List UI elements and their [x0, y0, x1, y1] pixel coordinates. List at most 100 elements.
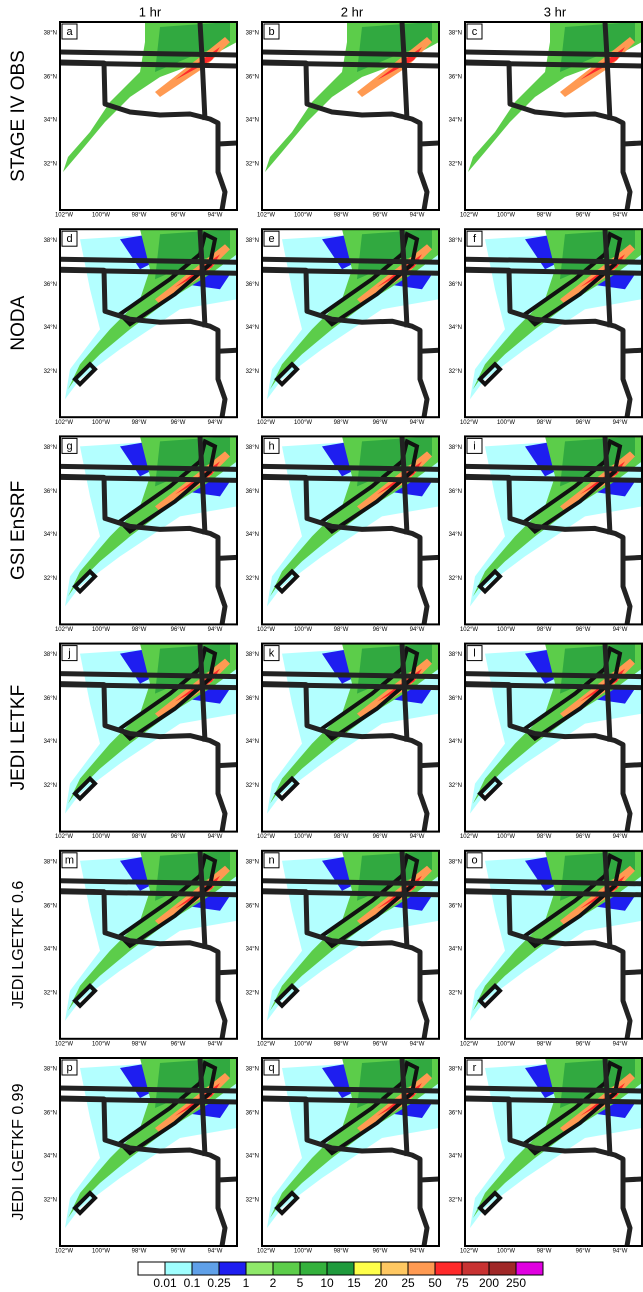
state-border [464, 474, 643, 483]
state-border [261, 60, 440, 69]
state-border [602, 436, 613, 535]
map-frame [464, 849, 643, 1040]
green-precip [265, 22, 439, 172]
lat-tick-label: 32°N [449, 162, 462, 168]
map-frame [464, 1057, 643, 1247]
panel-label: a [66, 26, 73, 38]
state-border [261, 1096, 440, 1105]
lon-tick-label: 100°W [294, 1041, 312, 1047]
state-border [602, 643, 613, 742]
state-border [464, 1085, 643, 1094]
colorbar-box [461, 1261, 490, 1276]
panel-label-box [61, 23, 78, 40]
map-panel: r 38°N 36°N 34°N 32°N 102°W 100°W 98°W 96°W 94°W [449, 1057, 643, 1255]
panel-label: k [269, 648, 275, 660]
lon-tick-label: 98°W [537, 627, 552, 633]
lon-tick-label: 98°W [334, 627, 349, 633]
colorbar-box [299, 1261, 328, 1276]
lat-tick-label: 34°N [449, 739, 462, 745]
dark-green-precip [155, 850, 230, 901]
colorbar-box [515, 1261, 544, 1276]
panel-label: c [472, 26, 478, 38]
lon-tick-label: 94°W [613, 213, 628, 219]
map-panel: l 38°N 36°N 34°N 32°N 102°W 100°W 98°W 96°W 94°W [449, 642, 643, 840]
lat-tick-label: 32°N [246, 369, 259, 375]
map-frame [59, 1057, 238, 1247]
dark-green-precip [155, 436, 230, 487]
row-label: NODA [8, 295, 29, 350]
dark-green-precip [560, 1058, 635, 1108]
lon-tick-label: 102°W [55, 1249, 73, 1255]
colorbar-box [407, 1261, 436, 1276]
lat-tick-label: 32°N [44, 576, 57, 582]
state-border [464, 681, 633, 833]
panel-label-box [466, 852, 483, 869]
lat-tick-label: 36°N [44, 696, 57, 702]
lat-tick-label: 34°N [44, 325, 57, 331]
state-border [419, 347, 440, 354]
state-border [261, 878, 440, 887]
panel-label-box [466, 437, 483, 454]
colorbar-box [353, 1261, 382, 1276]
lon-tick-label: 102°W [460, 627, 478, 633]
lon-tick-label: 98°W [334, 420, 349, 426]
panel-label: d [66, 233, 72, 245]
lon-tick-label: 96°W [373, 213, 388, 219]
state-border [59, 1096, 238, 1105]
state-border [602, 850, 613, 949]
state-border [217, 347, 238, 354]
lon-tick-label: 100°W [92, 834, 110, 840]
lon-tick-label: 96°W [171, 213, 186, 219]
state-border [59, 682, 238, 691]
panel-label-box [61, 852, 78, 869]
panel-label: r [473, 1062, 477, 1074]
map-panel: e 38°N 36°N 34°N 32°N 102°W 100°W 98°W 96°W 94°W [246, 228, 440, 426]
state-border [622, 554, 643, 561]
panel-label-box [61, 645, 78, 662]
map-panel: g 38°N 36°N 34°N 32°N 102°W 100°W 98°W 96°W 94°W [44, 435, 238, 633]
dark-green-precip [560, 436, 635, 487]
lon-tick-label: 94°W [208, 834, 223, 840]
lon-tick-label: 94°W [613, 834, 628, 840]
lat-tick-label: 38°N [44, 238, 57, 244]
state-border [261, 888, 430, 1040]
lon-tick-label: 94°W [410, 213, 425, 219]
panel-label-box [466, 1059, 483, 1076]
lat-tick-label: 38°N [449, 652, 462, 658]
state-border [464, 60, 643, 69]
lon-tick-label: 102°W [257, 627, 275, 633]
state-border [464, 59, 633, 211]
state-border [59, 888, 228, 1040]
lat-tick-label: 34°N [449, 946, 462, 952]
lon-tick-label: 94°W [613, 1249, 628, 1255]
panel-label: f [473, 233, 477, 245]
state-border [622, 140, 643, 147]
colorbar-label: 2 [270, 1276, 277, 1290]
row-label: GSI EnSRF [8, 481, 29, 580]
lon-tick-label: 102°W [55, 213, 73, 219]
map-panel: h 38°N 36°N 34°N 32°N 102°W 100°W 98°W 96°W 94°W [246, 435, 440, 633]
panel-label-box [466, 645, 483, 662]
state-border [59, 878, 238, 887]
state-border [59, 463, 238, 472]
lon-tick-label: 100°W [294, 627, 312, 633]
lat-tick-label: 36°N [44, 282, 57, 288]
column-header: 1 hr [139, 4, 162, 19]
state-border [59, 267, 238, 276]
state-border [464, 888, 633, 1040]
lat-tick-label: 32°N [246, 576, 259, 582]
colorbar-box [245, 1261, 274, 1276]
lat-tick-label: 38°N [449, 31, 462, 37]
state-border [261, 473, 430, 625]
lon-tick-label: 98°W [132, 627, 147, 633]
dark-green-precip [560, 850, 635, 901]
lat-tick-label: 38°N [44, 445, 57, 451]
dark-green-precip [155, 643, 230, 694]
map-frame [59, 435, 238, 626]
panel-label-box [61, 437, 78, 454]
lon-tick-label: 102°W [460, 420, 478, 426]
lat-tick-label: 32°N [449, 576, 462, 582]
lat-tick-label: 36°N [449, 282, 462, 288]
colorbar-label: 0.25 [207, 1276, 231, 1290]
